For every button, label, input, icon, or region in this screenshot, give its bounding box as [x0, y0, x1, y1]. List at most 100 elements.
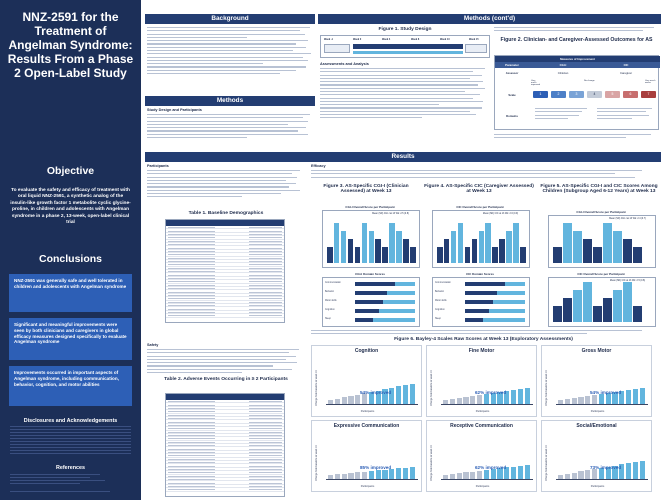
bayley-bar [402, 467, 408, 479]
participant-bar [464, 247, 471, 263]
bayley-improved-percent: 73% improved [590, 465, 622, 470]
study-design-diagram: Week -1 Week 0 Week 4 Week 8 Week 13 Wee… [320, 35, 490, 58]
bayley-bar [409, 466, 415, 479]
participant-bar [450, 231, 457, 263]
scale-tick: 4 [587, 91, 602, 98]
bayley-bar [375, 390, 381, 404]
fig4-stats: Mean (SD) CIC at 13 Wk: 2.6 (0.9) [482, 213, 519, 215]
bayley-bar [598, 393, 604, 404]
participant-bar [492, 247, 498, 263]
disclosures-heading: Disclosures and Acknowledgements [23, 418, 118, 424]
bayley-bar [483, 393, 489, 404]
participant-bar [375, 239, 381, 263]
methods-text [147, 114, 313, 140]
fig2-title: Figure 2. Clinician- and Caregiver-Asses… [500, 37, 653, 43]
bayley-bar [524, 387, 530, 404]
bayley-bar [632, 461, 638, 479]
bayley-bar [639, 387, 645, 404]
participant-bar [520, 247, 526, 263]
bayley-axis [556, 479, 648, 480]
fig4-bar-chart [432, 210, 530, 268]
bayley-improved-percent: 62% improved [475, 390, 507, 395]
safety-subhead: Safety [147, 343, 159, 347]
domain-bar [355, 291, 387, 295]
treatment-bar [353, 44, 463, 49]
scale-tick: 5 [605, 91, 620, 98]
bayley-bar [396, 468, 402, 479]
bayley-bar [328, 400, 334, 404]
bayley-axis [556, 404, 648, 405]
bayley-panel-title: Fine Motor [468, 348, 495, 354]
bayley-bar [449, 399, 455, 404]
bayley-ylabel: Change from baseline at week 13 [430, 370, 433, 406]
fig6-title: Figure 6. Bayley-4 Scales Raw Scores at … [394, 337, 573, 342]
domain-label: Sleep [325, 318, 331, 320]
bayley-bar [477, 394, 483, 404]
domain-bar [465, 300, 493, 304]
bayley-bar [524, 464, 530, 479]
table2-title: Table 2. Adverse Events Occurring in ≥ 2… [164, 377, 288, 382]
participant-bar [389, 223, 395, 263]
bayley-xlabel: Participants [475, 410, 490, 413]
followup-box [465, 44, 487, 53]
domain-label: Motor skills [435, 300, 447, 302]
poster-title: NNZ-2591 for the Treatment of Angelman S… [7, 10, 134, 80]
bayley-bar [592, 469, 598, 479]
bayley-bar [558, 400, 564, 404]
bayley-bar [470, 395, 476, 404]
conclusions-heading: Conclusions [38, 253, 102, 265]
baseline-demographics-table [165, 219, 285, 323]
participant-bar [396, 231, 402, 263]
bayley-xlabel: Participants [475, 485, 490, 488]
participant-bar [573, 290, 582, 322]
bayley-bar [605, 392, 611, 404]
conclusion-box-2: Significant and meaningful improvements … [9, 318, 132, 360]
domain-bar [355, 300, 383, 304]
domain-bar [483, 318, 525, 322]
results-heading: Results [145, 152, 661, 162]
bayley-bar [619, 390, 625, 404]
domain-bar [355, 309, 379, 313]
bayley-bar [585, 470, 591, 479]
bayley-bar [348, 472, 354, 479]
bayley-bar [585, 395, 591, 404]
participant-bar [633, 247, 642, 263]
assessments-text [320, 68, 490, 121]
bayley-bar [362, 393, 368, 404]
fig2-table: Measures of Improvement Parameter CGI-I … [494, 55, 660, 130]
fig2-assessor-cgi: Clinician [557, 71, 569, 75]
efficacy-text [311, 170, 656, 180]
bayley-panel: Social/Emotional 73% improved Participants… [541, 420, 652, 492]
bayley-bar [463, 472, 469, 479]
domain-label: Communication [325, 282, 341, 284]
fig2-row-domains: Domains [506, 114, 518, 118]
bayley-bar [517, 465, 523, 479]
fig2-header: Measures of Improvement [495, 56, 660, 62]
bayley-panel-title: Expressive Communication [333, 423, 400, 429]
bayley-bar [402, 385, 408, 404]
fig3-domain-chart: Communication Behavior Motor skills Cogniti… [322, 277, 420, 327]
bayley-bar [483, 469, 489, 479]
methods-heading: Methods [145, 96, 315, 106]
scale-tick: 3 [569, 91, 584, 98]
bayley-ylabel: Change from baseline at week 13 [545, 370, 548, 406]
participant-bar [623, 282, 632, 322]
fig2-assessor-cic: Caregiver [619, 71, 633, 75]
bayley-bar [571, 397, 577, 404]
fig4-title: Figure 4. AS-Specific CIC (Caregiver Ass… [424, 184, 534, 194]
dosing-bar [353, 51, 463, 54]
domain-bar [379, 309, 415, 313]
participant-bar [553, 306, 562, 322]
conclusion-box-3: Improvements occurred in important aspec… [9, 366, 132, 406]
bayley-bar [362, 471, 368, 479]
bayley-axis [326, 404, 418, 405]
fig3-title: Figure 3. AS-Specific CGI-I (Clinician A… [323, 184, 409, 194]
bayley-bar [341, 397, 347, 404]
bayley-bar [619, 464, 625, 479]
bayley-bar [382, 389, 388, 404]
assessments-subhead: Assessments and Analysis [320, 62, 369, 66]
participant-bar [553, 247, 562, 263]
domain-bar [493, 300, 525, 304]
bayley-bar [578, 396, 584, 404]
fig5-title: Figure 5. AS-Specific CGI-I and CIC Scor… [540, 184, 658, 194]
